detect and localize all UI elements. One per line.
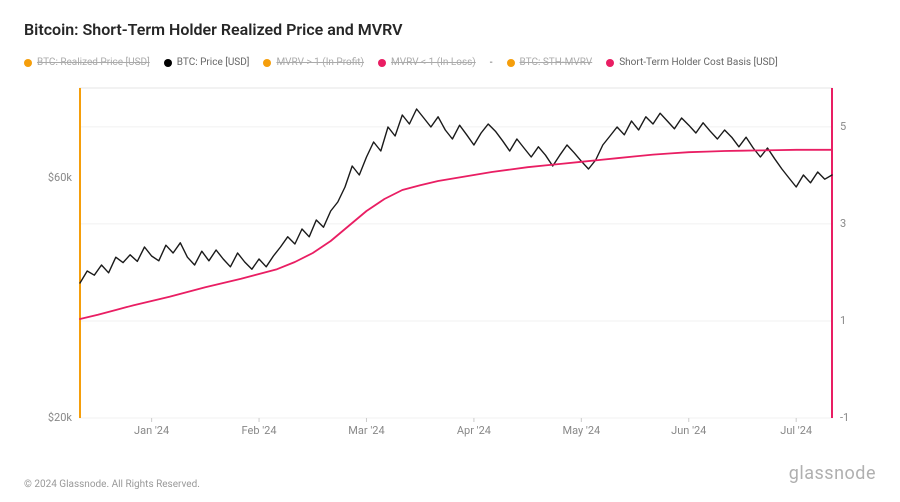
legend-label: BTC: Realized Price [USD] [37,57,150,68]
y-axis-right-tick: 5 [840,120,846,133]
x-axis-tick: Mar '24 [348,424,384,437]
x-axis-tick: Jan '24 [134,424,169,437]
legend-item: MVRV < 1 (In Loss) [378,57,476,68]
legend-label: BTC: STH-MVRV [520,57,593,68]
legend-label: - [490,57,493,68]
legend-label: MVRV < 1 (In Loss) [391,57,476,68]
chart-title: Bitcoin: Short-Term Holder Realized Pric… [24,20,876,39]
legend-label: MVRV > 1 (In Profit) [276,57,364,68]
watermark: glassnode [789,463,876,484]
x-axis-tick: Feb '24 [242,424,277,437]
legend-item: - [490,57,493,68]
legend-swatch [378,59,386,67]
legend-swatch [164,59,172,67]
legend-item: MVRV > 1 (In Profit) [263,57,364,68]
chart-svg [24,78,876,438]
footer-copyright: © 2024 Glassnode. All Rights Reserved. [24,479,200,490]
y-axis-left-tick: $20k [24,411,72,424]
y-axis-right-tick: 3 [840,217,846,230]
legend-swatch [507,59,515,67]
y-axis-right-tick: -1 [840,411,849,424]
y-axis-left-tick: $60k [24,171,72,184]
plot-area: $20k $60k -1 1 3 5 Jan '24 Feb '24 Mar '24 Apr '2… [24,78,876,438]
y-axis-right-tick: 1 [840,314,846,327]
legend-item: BTC: STH-MVRV [507,57,593,68]
legend-label: Short-Term Holder Cost Basis [USD] [619,57,778,68]
legend-item: Short-Term Holder Cost Basis [USD] [606,57,778,68]
legend-label: BTC: Price [USD] [177,57,250,68]
legend-swatch [606,59,614,67]
x-axis-tick: Jul '24 [780,424,812,437]
x-axis-tick: Jun '24 [671,424,706,437]
legend-swatch [24,59,32,67]
x-axis-tick: Apr '24 [457,424,491,437]
x-axis-tick: May '24 [562,424,600,437]
legend-item: BTC: Realized Price [USD] [24,57,150,68]
chart-container: Bitcoin: Short-Term Holder Realized Pric… [0,0,900,502]
legend-swatch [263,59,271,67]
legend-item: BTC: Price [USD] [164,57,250,68]
legend: BTC: Realized Price [USD] BTC: Price [USD… [24,57,876,68]
